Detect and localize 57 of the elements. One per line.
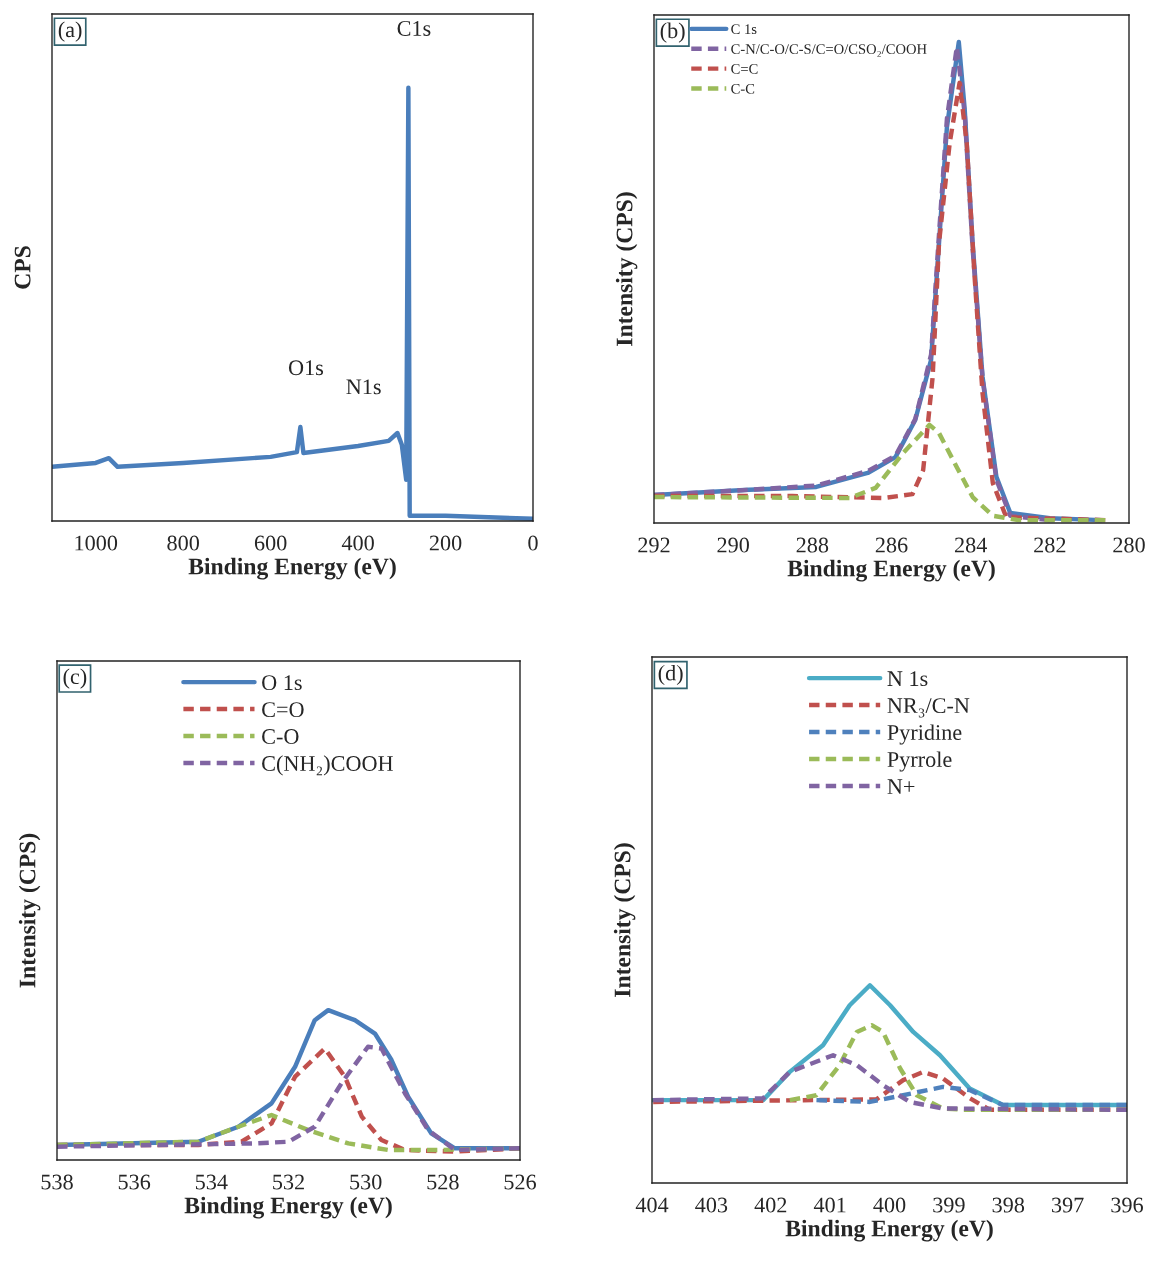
x-tick-label: 397 bbox=[1052, 1197, 1084, 1213]
annotation: N1s bbox=[346, 379, 381, 395]
legend-label: N 1s bbox=[887, 671, 928, 687]
x-tick-label: 403 bbox=[695, 1197, 728, 1213]
legend-label: Pyrrole bbox=[887, 751, 952, 772]
legend-label: C-O bbox=[262, 729, 299, 745]
x-tick-label: 538 bbox=[41, 1174, 73, 1190]
legend-label: C=C bbox=[731, 64, 758, 74]
x-tick-label: 400 bbox=[873, 1197, 906, 1213]
x-axis-title: Binding Energy (eV) bbox=[785, 1219, 993, 1242]
x-tick-label: 399 bbox=[933, 1197, 965, 1213]
x-tick-label: 530 bbox=[350, 1174, 382, 1190]
legend-label: Pyridine bbox=[887, 724, 962, 745]
x-tick-label: 398 bbox=[992, 1197, 1025, 1213]
x-tick-label: 1000 bbox=[75, 535, 118, 551]
y-axis-title: CPS bbox=[14, 246, 31, 289]
x-tick-label: 396 bbox=[1111, 1197, 1143, 1213]
x-axis-title: Binding Energy (eV) bbox=[188, 557, 396, 580]
annotation: C1s bbox=[397, 21, 431, 36]
x-tick-label: 200 bbox=[429, 535, 462, 551]
text: (a) bbox=[58, 21, 82, 42]
legend-label: C-N/C-O/C-S/C=O/CSO₂/COOH bbox=[731, 44, 927, 57]
x-tick-label: 288 bbox=[796, 537, 829, 553]
x-tick-label: 600 bbox=[254, 535, 287, 551]
x-tick-label: 534 bbox=[195, 1174, 228, 1190]
annotation: (b) bbox=[660, 22, 685, 43]
legend-label: C(NH₂)COOH bbox=[262, 755, 393, 776]
text: (c) bbox=[63, 668, 87, 689]
x-tick-label: 280 bbox=[1113, 537, 1145, 553]
x-tick-label: 528 bbox=[427, 1174, 459, 1190]
x-tick-label: 290 bbox=[717, 537, 749, 553]
legend-label: NR₃/C-N bbox=[887, 698, 970, 718]
x-axis-title: Binding Energy (eV) bbox=[787, 559, 995, 582]
legend-label: N+ bbox=[887, 779, 915, 794]
y-axis-title: Intensity (CPS) bbox=[615, 192, 638, 346]
annotation: O1s bbox=[288, 360, 324, 376]
legend-label: O 1s bbox=[262, 675, 302, 691]
x-tick-label: 526 bbox=[504, 1174, 536, 1190]
x-tick-label: 0 bbox=[528, 535, 538, 551]
x-tick-label: 400 bbox=[341, 535, 374, 551]
x-tick-label: 536 bbox=[118, 1174, 151, 1190]
x-tick-label: 282 bbox=[1034, 537, 1066, 553]
y-axis-title: Intensity (CPS) bbox=[613, 843, 636, 997]
legend-label: C 1s bbox=[731, 24, 757, 35]
x-axis-title: Binding Energy (eV) bbox=[184, 1196, 392, 1219]
x-tick-label: 292 bbox=[638, 537, 670, 553]
x-tick-label: 401 bbox=[813, 1197, 846, 1213]
x-tick-label: 532 bbox=[273, 1174, 304, 1190]
legend-label: C-C bbox=[731, 83, 755, 94]
x-tick-label: 402 bbox=[754, 1197, 787, 1213]
x-tick-label: 800 bbox=[167, 535, 199, 551]
x-tick-label: 284 bbox=[954, 537, 987, 553]
x-tick-label: 286 bbox=[875, 537, 908, 553]
x-tick-label: 404 bbox=[635, 1197, 669, 1213]
legend-label: C=O bbox=[262, 702, 304, 718]
y-axis-title: Intensity (CPS) bbox=[18, 833, 41, 988]
text: (d) bbox=[658, 664, 683, 686]
